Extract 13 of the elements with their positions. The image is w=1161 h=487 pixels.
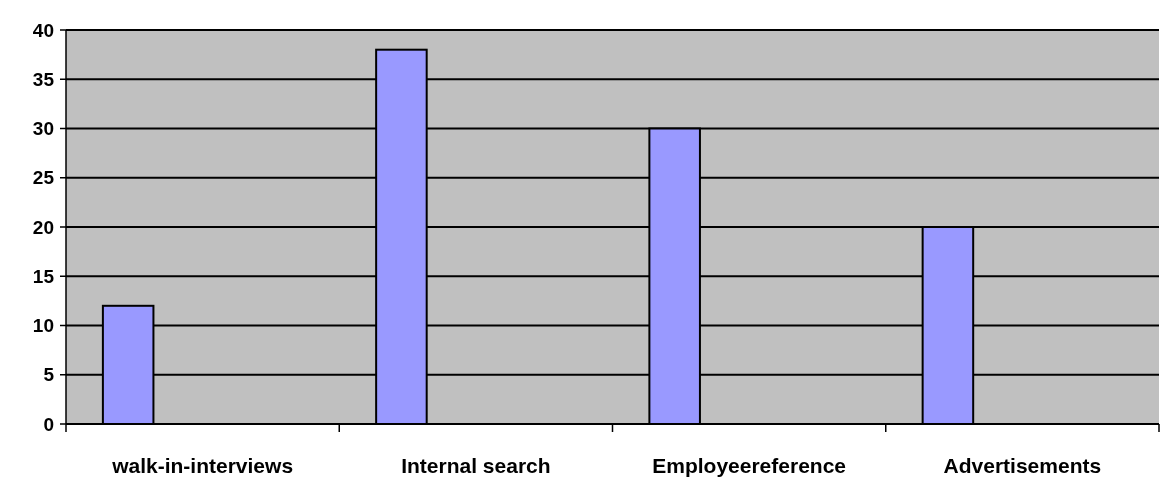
y-tick-label: 30 [32, 118, 54, 140]
x-tick-label: walk-in-interviews [111, 454, 294, 477]
y-tick-label: 0 [43, 413, 54, 435]
y-tick-label: 25 [32, 167, 55, 189]
x-tick-label: Employeereference [652, 454, 847, 477]
y-tick-label: 35 [32, 68, 55, 90]
y-tick-label: 5 [43, 364, 55, 386]
y-tick-label: 15 [32, 265, 55, 287]
x-tick-label: Internal search [401, 454, 551, 477]
y-tick-label: 40 [32, 19, 54, 41]
y-tick-label: 20 [32, 216, 54, 238]
y-tick-label: 10 [32, 315, 54, 337]
x-tick-label: Advertisements [943, 454, 1102, 477]
